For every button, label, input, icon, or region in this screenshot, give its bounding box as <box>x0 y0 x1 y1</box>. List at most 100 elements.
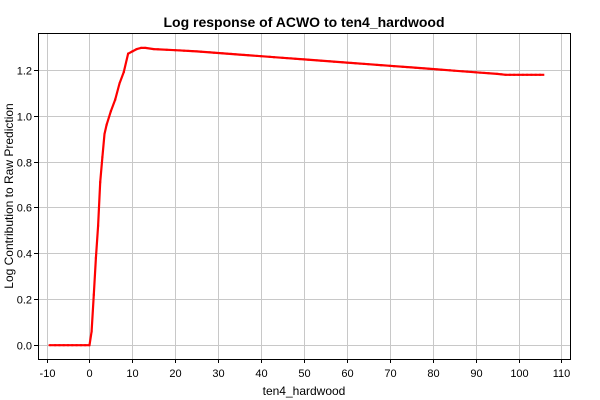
series-point <box>251 54 254 57</box>
series-point <box>298 58 301 61</box>
y-tick-label: 1.2 <box>17 66 32 78</box>
y-tick-label: 1.0 <box>17 112 32 124</box>
series-point <box>62 344 65 347</box>
series-point <box>122 71 125 73</box>
series-point <box>358 62 361 65</box>
series-point <box>354 62 357 65</box>
series-point <box>58 344 61 347</box>
series-point <box>191 50 194 53</box>
series-point <box>466 70 468 73</box>
series-point <box>491 72 494 75</box>
series-point <box>303 58 305 61</box>
series-point <box>307 58 310 61</box>
series-point <box>94 257 97 259</box>
series-point <box>431 68 434 70</box>
series-point <box>140 46 142 49</box>
x-axis-title: ten4_hardwood <box>263 384 346 398</box>
series-point <box>530 73 533 76</box>
series-point <box>410 66 413 69</box>
series-point <box>320 59 323 62</box>
x-tick-label: 50 <box>298 368 310 380</box>
series-point <box>345 61 348 64</box>
series-point <box>457 70 460 72</box>
series-point <box>315 59 318 62</box>
series-point <box>393 65 396 68</box>
series-point <box>230 52 233 55</box>
series-point <box>54 344 57 347</box>
x-tick-label: 20 <box>169 368 181 380</box>
series-point <box>478 71 481 74</box>
series-point <box>474 71 477 74</box>
series-point <box>131 50 134 53</box>
x-tick-label: -10 <box>40 368 56 380</box>
y-tick-label: 0.0 <box>17 341 32 353</box>
series-point <box>496 72 499 75</box>
series-point <box>204 51 207 53</box>
series-point <box>48 344 51 347</box>
series-point <box>225 52 228 55</box>
series-point <box>161 48 164 51</box>
series-point <box>539 73 541 76</box>
series-point <box>217 52 220 54</box>
series-point <box>234 53 237 56</box>
x-tick-label: 30 <box>212 368 224 380</box>
series-point <box>260 55 263 58</box>
series-point <box>90 330 93 333</box>
series-point <box>114 98 117 101</box>
series-layer <box>48 46 545 347</box>
series-point <box>195 50 198 53</box>
series-point <box>363 62 366 65</box>
series-point <box>427 67 430 70</box>
series-point <box>414 66 417 69</box>
series-point <box>71 344 74 347</box>
series-point <box>333 60 335 63</box>
series-point <box>294 57 297 60</box>
series-point <box>84 344 87 347</box>
series-point <box>470 70 473 73</box>
series-point <box>440 68 443 71</box>
series-point <box>101 156 104 158</box>
series-point <box>397 65 400 68</box>
series-point <box>290 57 293 60</box>
series-point <box>436 68 438 71</box>
x-tick-label: 70 <box>384 368 396 380</box>
x-tick-label: 60 <box>341 368 353 380</box>
series-point <box>521 73 524 76</box>
y-axis-title: Log Contribution to Raw Prediction <box>2 103 16 288</box>
series-point <box>401 65 404 68</box>
series-point <box>238 53 241 56</box>
series-point <box>99 181 102 184</box>
series-point <box>105 123 108 126</box>
series-point <box>221 52 224 55</box>
series-point <box>75 344 78 347</box>
y-tick-label: 0.2 <box>17 295 32 307</box>
x-tick-label: 100 <box>510 368 528 380</box>
ticks: -10 0 10 20 30 40 50 60 70 80 90 100 110 0.0 0.2 0.4 0.6… <box>17 66 571 381</box>
series-point <box>337 61 340 63</box>
series-point <box>152 48 155 51</box>
x-tick-label: 10 <box>126 368 138 380</box>
series-point <box>208 51 211 54</box>
series-point <box>109 110 112 113</box>
series-point <box>255 54 258 57</box>
series-point <box>242 53 245 56</box>
series-point <box>311 59 314 61</box>
x-tick-label: 0 <box>86 368 92 380</box>
series-point <box>88 344 91 347</box>
series-point <box>500 73 503 76</box>
series-point <box>418 67 421 70</box>
x-tick-label: 40 <box>255 368 267 380</box>
series-point <box>281 56 284 59</box>
series-point <box>341 61 344 64</box>
series-point <box>277 56 280 59</box>
series-point <box>406 66 408 69</box>
series-point <box>384 64 387 67</box>
series-point <box>268 55 271 58</box>
series-point <box>79 344 82 347</box>
series-point <box>170 49 172 51</box>
series-point <box>157 48 160 51</box>
series-point <box>127 52 130 55</box>
series-point <box>264 55 267 58</box>
series-point <box>504 73 507 76</box>
